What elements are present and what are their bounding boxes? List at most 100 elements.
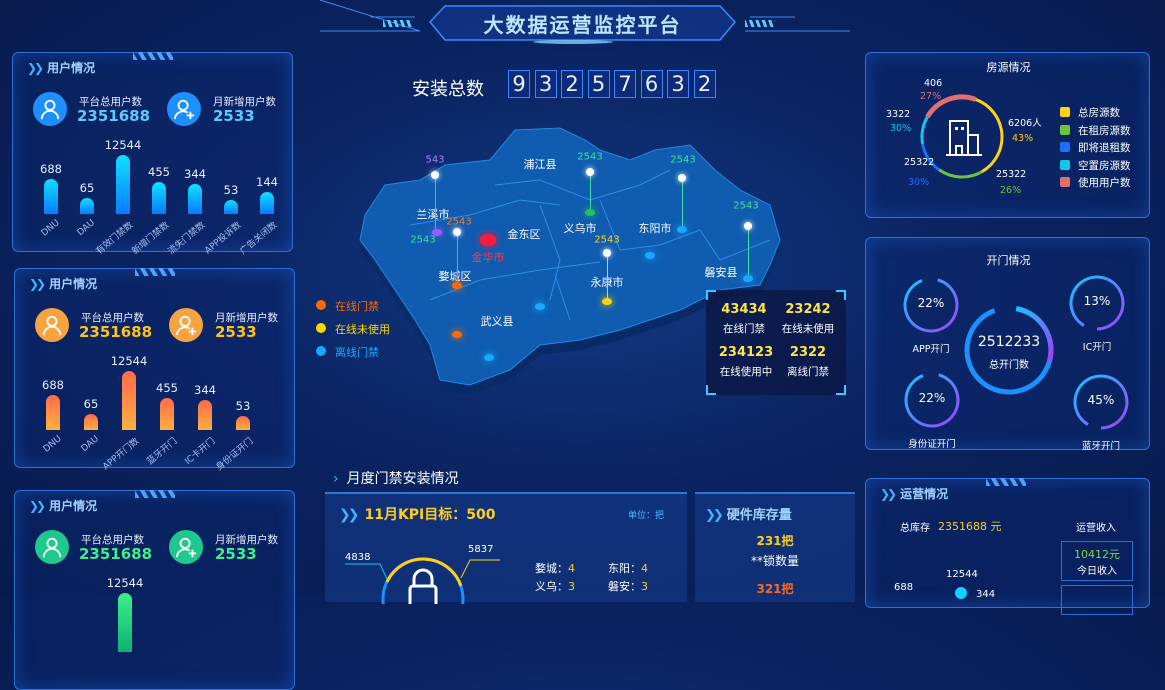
stat-value: 43434	[721, 302, 767, 317]
stripes-decoration	[135, 490, 175, 498]
total-users-value: 2351688	[79, 323, 153, 341]
door-total-value: 2512233	[977, 334, 1041, 350]
panel-title: ❯❯ 用户情况	[27, 59, 95, 76]
housing-title: 房源情况	[986, 61, 1031, 74]
ring-value: 22%	[918, 391, 946, 405]
new-users-label: 月新增用户数	[215, 312, 278, 324]
op-chart-point	[955, 587, 967, 599]
income-box	[1061, 585, 1133, 615]
counter-digit: 7	[614, 70, 636, 98]
donut-percent: 27%	[920, 91, 942, 102]
today-income-label: 今日收入	[1077, 566, 1117, 577]
bar	[152, 182, 166, 214]
header-stripes-right	[745, 20, 775, 27]
bar-value: 344	[194, 383, 216, 398]
donut-segment	[975, 98, 1004, 173]
total-users-label: 平台总用户数	[81, 534, 144, 546]
map-dot	[452, 281, 462, 289]
ring-value: 45%	[1087, 393, 1115, 407]
today-income-value: 10412元	[1074, 548, 1120, 561]
stat-value: 23242	[785, 302, 831, 317]
map-pin	[603, 249, 611, 257]
total-users-value: 2351688	[77, 107, 151, 125]
map-pin	[678, 174, 686, 182]
stock-label: 总库存	[900, 523, 930, 534]
ring-label: IC开门	[1082, 342, 1112, 353]
legend-label: 使用用户数	[1078, 177, 1131, 189]
region-label: 浦江县	[523, 158, 557, 171]
bar-value: 12544	[104, 138, 142, 153]
new-users-value: 2533	[215, 323, 257, 341]
bar	[224, 199, 238, 214]
panel-title-text: 用户情况	[49, 499, 98, 513]
map-dot	[677, 225, 687, 233]
legend-label: 在线未使用	[335, 323, 390, 336]
map-stat: 234123 在线使用中	[711, 345, 781, 379]
map-stat: 43434 在线门禁	[709, 302, 779, 336]
kpi-title: 11月KPI目标：500	[364, 507, 496, 523]
new-users-label: 月新增用户数	[215, 534, 278, 546]
kpi-panel: ❯❯ 11月KPI目标：500 单位：把 4838 5837 婺城：4 东阳：4 义乌…	[325, 492, 687, 604]
donut-value: 25322	[996, 169, 1027, 180]
donut-percent: 30%	[908, 177, 930, 188]
donut-segment	[921, 143, 940, 171]
bar-value: 53	[235, 398, 251, 413]
corner	[836, 290, 846, 300]
user-icon	[35, 308, 69, 342]
hardware-panel: ❯❯ 硬件库存量 231把 **锁数量 321把	[695, 492, 855, 602]
legend-dot	[316, 323, 326, 333]
new-users-label: 月新增用户数	[213, 96, 276, 108]
region-label: 磐安县	[704, 266, 738, 279]
stripes-decoration	[133, 52, 173, 60]
legend-swatch	[1060, 142, 1070, 152]
stat-value: 2322	[789, 345, 827, 360]
legend-dot	[316, 346, 326, 356]
city-label: 金华市	[471, 251, 505, 264]
bar-value: 65	[83, 397, 99, 411]
map-dot	[432, 228, 442, 236]
region-label: 兰溪市	[416, 208, 450, 221]
chevron-right-icon: ›	[333, 471, 339, 487]
header-stripes-left	[383, 20, 413, 27]
monthly-title-text: 月度门禁安装情况	[346, 471, 459, 487]
donut-value: 6206人	[1008, 118, 1042, 129]
region-count: 东阳：4	[608, 560, 648, 576]
user-panel: ❯❯ 用户情况 平台总用户数 2351688 月新增用户数 2533 688 DNU 65 DAU…	[12, 52, 293, 257]
pin-line	[747, 226, 749, 278]
door-total-label: 总开门数	[989, 360, 1029, 371]
map	[359, 127, 781, 395]
user-icon	[33, 92, 67, 126]
panel-title: ❯❯ 用户情况	[29, 275, 97, 292]
bar-value: 53	[223, 182, 239, 197]
panel-title: ❯❯ 用户情况	[29, 497, 97, 514]
pin-value: 2543	[577, 151, 603, 163]
unit-label: 单位：把	[628, 511, 665, 521]
region-label: 婺城区	[438, 270, 472, 283]
region-value: 4	[641, 562, 648, 575]
stripes-decoration	[986, 478, 1026, 486]
stock-value: 2351688 元	[938, 520, 1002, 533]
panel-title-text: 用户情况	[47, 61, 96, 75]
op-chart-label: 688	[894, 582, 914, 593]
pin-value: 2543	[670, 154, 696, 166]
region-label: 东阳市	[638, 222, 672, 235]
pin-value: 2543	[410, 234, 436, 246]
map-stat: 23242 在线未使用	[773, 302, 843, 336]
page-title: 大数据运营监控平台	[483, 13, 682, 37]
add-user-icon	[169, 308, 203, 342]
region-name: 东阳：	[608, 562, 641, 575]
ring-gauge	[1073, 374, 1129, 430]
map-dot	[602, 297, 612, 305]
region-label: 金东区	[507, 228, 541, 241]
map-dot	[585, 208, 595, 216]
monthly-title: › 月度门禁安装情况	[333, 468, 459, 488]
door-title: 开门情况	[986, 254, 1031, 267]
counter-digit: 2	[561, 70, 583, 98]
donut-value: 406	[924, 78, 943, 89]
map-region	[359, 127, 781, 386]
bar	[118, 593, 132, 652]
counter-digit: 3	[534, 70, 557, 98]
corner	[706, 290, 716, 300]
operation-title: 运营情况	[900, 487, 949, 501]
user-icon	[35, 530, 69, 564]
